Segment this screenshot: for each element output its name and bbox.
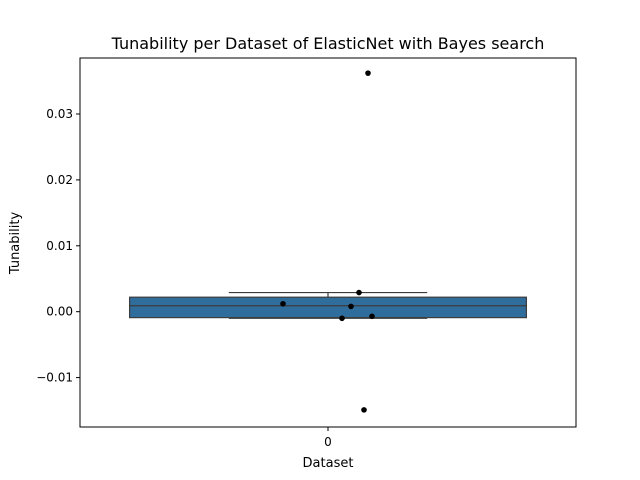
y-tick-label: 0.00	[46, 305, 73, 319]
data-point	[339, 315, 345, 322]
point-layer	[280, 70, 375, 413]
data-point	[280, 300, 286, 307]
y-tick-label: 0.03	[46, 107, 73, 121]
data-point	[369, 313, 375, 320]
data-point	[348, 303, 354, 310]
axes-frame	[79, 57, 577, 428]
chart-title: Tunability per Dataset of ElasticNet wit…	[111, 34, 545, 53]
data-point	[356, 289, 362, 296]
box-layer	[129, 291, 527, 319]
x-tick-label: 0	[324, 435, 332, 449]
y-tick-label: 0.01	[46, 239, 73, 253]
y-tick-label: 0.02	[46, 173, 73, 187]
data-point	[361, 407, 367, 413]
box-iqr	[129, 296, 527, 319]
y-tick-label: −0.01	[36, 371, 73, 385]
data-point	[365, 70, 371, 76]
x-axis: 0	[324, 427, 332, 449]
y-axis: −0.01 0.00 0.01 0.02 0.03	[36, 107, 80, 385]
y-axis-label: Tunability	[8, 212, 23, 276]
plot-area	[79, 57, 577, 428]
x-axis-label: Dataset	[303, 456, 354, 471]
